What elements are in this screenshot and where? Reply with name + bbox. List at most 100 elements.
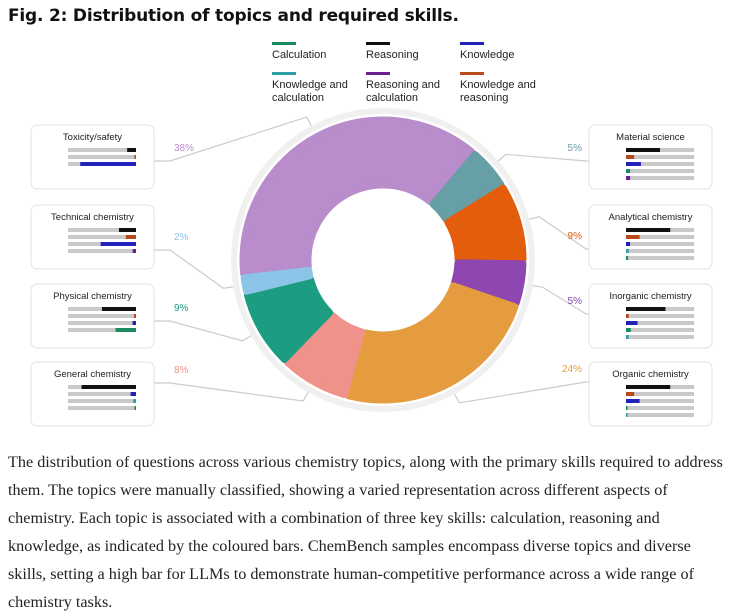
card-title-material-science: Material science <box>616 132 685 143</box>
card-title-general-chemistry: General chemistry <box>54 369 131 380</box>
connector-material-science <box>491 153 589 168</box>
card-title-inorganic-chemistry: Inorganic chemistry <box>609 291 692 302</box>
skill-track-technical-chemistry <box>68 235 136 239</box>
legend-swatch-reasoning-calculation <box>366 72 390 75</box>
connector-organic-chemistry <box>449 381 589 404</box>
legend-swatch-knowledge <box>460 42 484 45</box>
legend-swatch-knowledge-calculation <box>272 72 296 75</box>
donut <box>231 108 535 412</box>
legend: Calculation Reasoning Knowledge Knowledge a… <box>272 42 536 104</box>
skill-track-general-chemistry <box>68 406 136 410</box>
legend-label-calculation: Calculation <box>272 49 326 61</box>
skill-track-material-science <box>626 176 694 180</box>
slice-analytical-chemistry <box>444 184 527 264</box>
skill-track-analytical-chemistry <box>626 235 694 239</box>
skill-bar-material-science-calculation <box>626 169 631 173</box>
skill-bar-general-chemistry-knowledge-calculation <box>133 399 136 403</box>
slice-inorganic-chemistry <box>451 259 527 307</box>
connector-toxicity-safety <box>154 116 317 162</box>
skill-bar-inorganic-chemistry-calculation <box>626 328 631 332</box>
skill-bar-toxicity-safety-reasoning <box>127 148 136 152</box>
skill-bar-material-science-reasoning-calculation <box>626 176 631 180</box>
percent-label-material-science: 5% <box>568 143 583 154</box>
card-inorganic-chemistry: Inorganic chemistry <box>588 283 713 349</box>
skill-bar-technical-chemistry-knowledge <box>100 242 136 246</box>
skill-bar-material-science-reasoning <box>626 148 660 152</box>
connector-lines <box>154 116 589 404</box>
skill-bar-technical-chemistry-reasoning <box>119 228 136 232</box>
percent-label-toxicity-safety: 38% <box>174 143 194 154</box>
legend-label-knowledge-calculation: Knowledge and <box>272 79 348 91</box>
slice-organic-chemistry <box>344 282 519 404</box>
card-title-analytical-chemistry: Analytical chemistry <box>609 212 693 223</box>
card-material-science: Material science <box>588 124 713 190</box>
topic-distribution-chart: Calculation Reasoning Knowledge Knowledge a… <box>30 42 713 427</box>
skill-bar-analytical-chemistry-knowledge-calculation <box>626 249 629 253</box>
skill-bar-general-chemistry-knowledge <box>130 392 136 396</box>
skill-track-physical-chemistry <box>68 328 136 332</box>
skill-track-material-science <box>626 162 694 166</box>
skill-track-analytical-chemistry <box>626 256 694 260</box>
skill-bar-toxicity-safety-knowledge <box>80 162 136 166</box>
skill-track-general-chemistry <box>68 399 136 403</box>
slice-physical-chemistry <box>243 276 334 363</box>
skill-bar-analytical-chemistry-calculation <box>626 256 629 260</box>
skill-bar-organic-chemistry-knowledge-calculation <box>626 413 628 417</box>
slice-toxicity-safety <box>239 116 476 278</box>
slice-material-science <box>429 151 505 223</box>
skill-bar-physical-chemistry-calculation <box>115 328 136 332</box>
connector-inorganic-chemistry <box>523 283 589 315</box>
skill-track-inorganic-chemistry <box>626 314 694 318</box>
skill-bar-general-chemistry-reasoning <box>81 385 136 389</box>
skill-bar-physical-chemistry-knowledge-reasoning <box>133 314 136 318</box>
skill-bar-organic-chemistry-calculation <box>626 406 628 410</box>
slice-technical-chemistry <box>240 266 314 295</box>
skill-track-organic-chemistry <box>626 413 694 417</box>
percent-label-analytical-chemistry: 9% <box>568 231 583 242</box>
percent-label-inorganic-chemistry: 5% <box>568 296 583 307</box>
connector-physical-chemistry <box>154 320 260 342</box>
slice-general-chemistry <box>283 311 366 399</box>
percent-label-general-chemistry: 8% <box>174 365 189 376</box>
skill-track-toxicity-safety <box>68 148 136 152</box>
card-toxicity-safety: Toxicity/safety <box>30 124 155 190</box>
skill-bar-organic-chemistry-knowledge <box>626 399 640 403</box>
legend-label-reasoning: Reasoning <box>366 49 419 61</box>
legend-label-reasoning-calculation: calculation <box>366 92 418 104</box>
skill-bar-organic-chemistry-reasoning <box>626 385 671 389</box>
card-title-organic-chemistry: Organic chemistry <box>612 369 689 380</box>
legend-swatch-reasoning <box>366 42 390 45</box>
percent-label-technical-chemistry: 2% <box>174 232 189 243</box>
skill-track-material-science <box>626 169 694 173</box>
skill-bar-physical-chemistry-knowledge <box>132 321 136 325</box>
skill-bar-physical-chemistry-reasoning <box>102 307 136 311</box>
skill-bar-material-science-knowledge-reasoning <box>626 155 635 159</box>
figure-caption: The distribution of questions across var… <box>8 453 723 611</box>
connector-technical-chemistry <box>154 249 243 290</box>
card-organic-chemistry: Organic chemistry <box>588 361 713 427</box>
card-analytical-chemistry: Analytical chemistry <box>588 204 713 270</box>
legend-label-knowledge-calculation: calculation <box>272 92 324 104</box>
legend-label-knowledge-reasoning: Knowledge and <box>460 79 536 91</box>
skill-bar-inorganic-chemistry-reasoning <box>626 307 666 311</box>
skill-track-analytical-chemistry <box>626 242 694 246</box>
skill-bar-analytical-chemistry-knowledge-reasoning <box>626 235 640 239</box>
topic-cards: Toxicity/safety 38% Material science 5% Anal… <box>30 124 713 427</box>
card-title-technical-chemistry: Technical chemistry <box>51 212 134 223</box>
skill-track-technical-chemistry <box>68 249 136 253</box>
legend-label-knowledge-reasoning: reasoning <box>460 92 508 104</box>
skill-track-general-chemistry <box>68 392 136 396</box>
legend-swatch-calculation <box>272 42 296 45</box>
skill-bar-organic-chemistry-knowledge-reasoning <box>626 392 635 396</box>
skill-bar-inorganic-chemistry-knowledge-reasoning <box>626 314 629 318</box>
skill-bar-technical-chemistry-knowledge-reasoning <box>125 235 136 239</box>
connector-analytical-chemistry <box>520 216 589 250</box>
percent-label-organic-chemistry: 24% <box>562 364 582 375</box>
skill-track-material-science <box>626 155 694 159</box>
legend-label-knowledge: Knowledge <box>460 49 514 61</box>
card-title-toxicity-safety: Toxicity/safety <box>63 132 122 143</box>
skill-bar-general-chemistry-calculation <box>134 406 136 410</box>
skill-bar-inorganic-chemistry-knowledge-calculation <box>626 335 629 339</box>
card-physical-chemistry: Physical chemistry <box>30 283 155 349</box>
connector-general-chemistry <box>154 382 314 402</box>
